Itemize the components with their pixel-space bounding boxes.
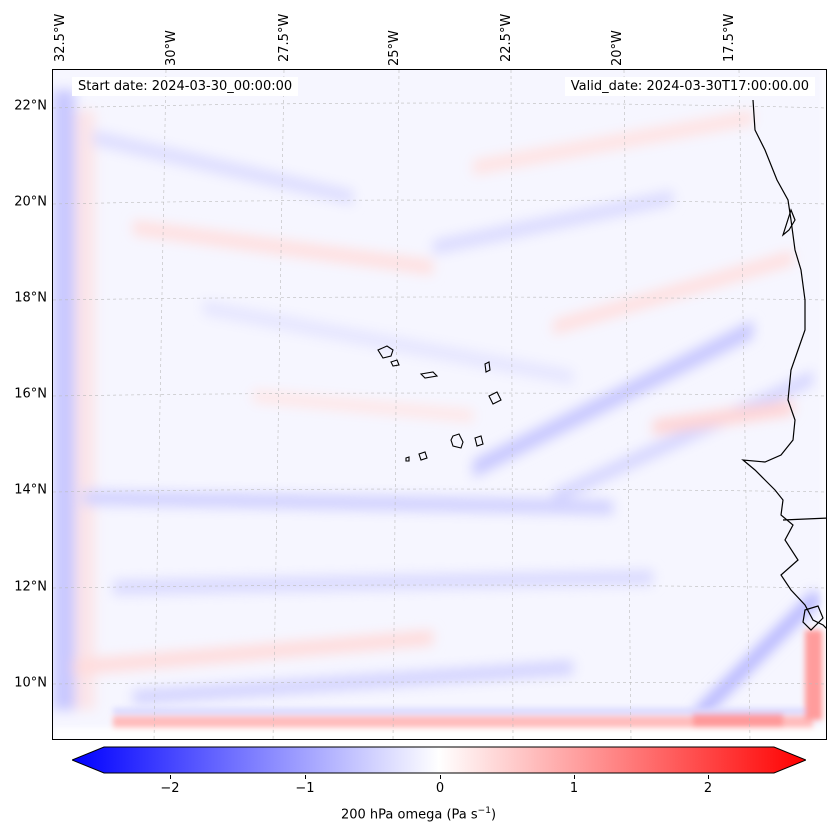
valid-date-label: Valid_date: 2024-03-30T17:00:00.00 — [564, 77, 815, 96]
map-panel — [52, 69, 827, 740]
colorbar-tick-mark — [305, 775, 306, 779]
lat-label-16n: 16°N — [14, 386, 47, 402]
colorbar-tick-label: 1 — [569, 781, 579, 796]
colorbar — [72, 746, 806, 774]
colorbar-title-end: ) — [490, 807, 497, 823]
lon-label-22-5w: 22.5°W — [499, 13, 514, 62]
colorbar-tick-mark — [170, 775, 171, 779]
colorbar-tick-label: −1 — [295, 781, 315, 796]
colorbar-title-exponent: −1 — [477, 806, 491, 816]
graticule — [53, 70, 826, 739]
lon-label-32-5w: 32.5°W — [53, 13, 68, 62]
omega-field-patterns — [53, 90, 823, 720]
lat-label-18n: 18°N — [14, 290, 47, 306]
lat-label-22n: 22°N — [14, 98, 47, 114]
coastline — [741, 99, 826, 631]
colorbar-tick-label: −2 — [160, 781, 180, 796]
colorbar-tick-mark — [440, 775, 441, 779]
colorbar-tick-label: 0 — [435, 781, 445, 796]
lon-label-25w: 25°W — [387, 30, 402, 66]
lat-label-20n: 20°N — [14, 194, 47, 210]
field-background — [53, 70, 826, 739]
start-date-label: Start date: 2024-03-30_00:00:00 — [72, 77, 299, 96]
lat-label-12n: 12°N — [14, 579, 47, 595]
cape-verde-islands — [377, 345, 502, 462]
bottom-edge-band — [53, 70, 826, 739]
colorbar-gradient — [72, 746, 806, 774]
lat-label-14n: 14°N — [14, 482, 47, 498]
lat-label-10n: 10°N — [14, 675, 47, 691]
omega-field-map — [53, 70, 826, 739]
colorbar-title-text: 200 hPa omega (Pa s — [340, 807, 478, 823]
lon-label-27-5w: 27.5°W — [277, 13, 292, 62]
colorbar-title: 200 hPa omega (Pa s−1) — [0, 806, 837, 822]
lon-label-20w: 20°W — [610, 30, 625, 66]
colorbar-tick-mark — [574, 775, 575, 779]
lon-label-30w: 30°W — [164, 30, 179, 66]
colorbar-tick-label: 2 — [703, 781, 713, 796]
lon-label-17-5w: 17.5°W — [722, 13, 737, 62]
colorbar-tick-mark — [708, 775, 709, 779]
